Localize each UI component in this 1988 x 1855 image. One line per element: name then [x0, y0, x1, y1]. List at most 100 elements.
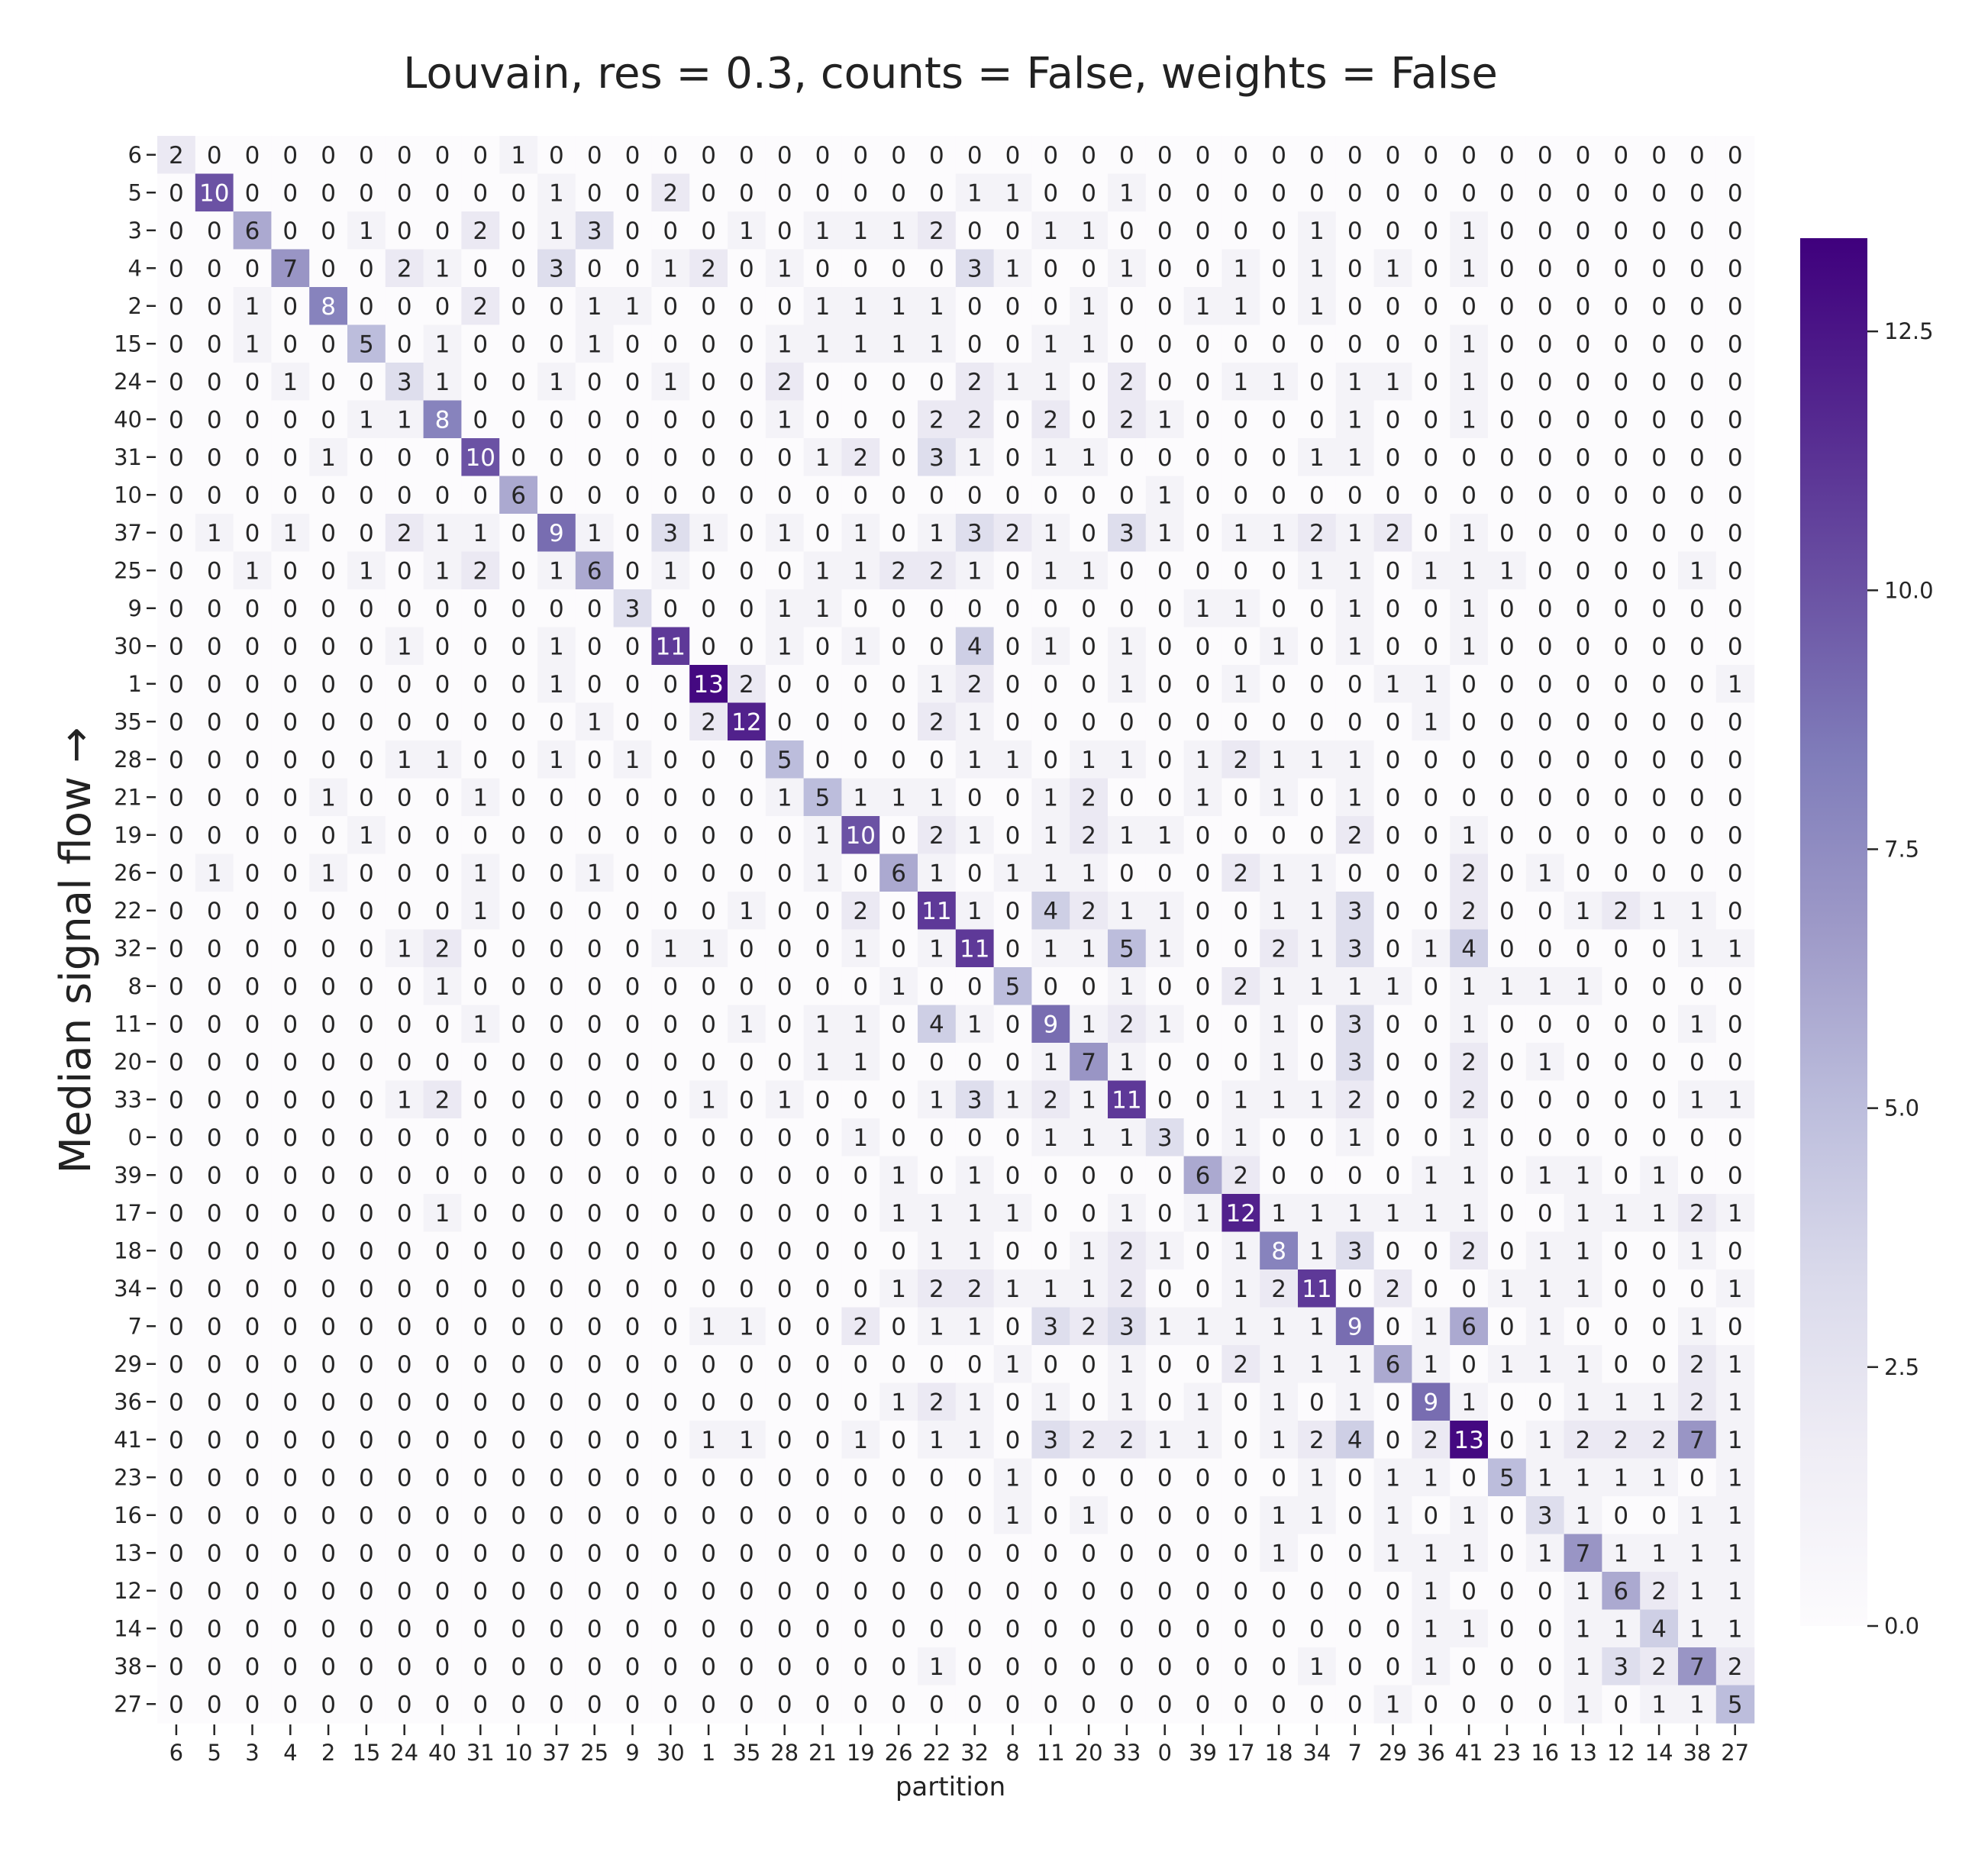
cell-value-label: 0 — [169, 1276, 184, 1303]
cell-value-label: 2 — [929, 1276, 944, 1303]
heatmap-cell — [651, 363, 690, 402]
heatmap-cell — [1450, 287, 1489, 326]
cell-value-label: 1 — [549, 218, 564, 245]
cell-value-label: 0 — [169, 633, 184, 660]
heatmap-cell — [1640, 249, 1679, 288]
cell-value-label: 0 — [549, 1200, 564, 1228]
cell-value-label: 1 — [1347, 973, 1363, 1001]
heatmap-cell — [918, 551, 957, 590]
cell-value-label: 0 — [701, 1011, 716, 1038]
colorbar-tick-label: 10.0 — [1884, 577, 1934, 603]
x-tick-label: 26 — [885, 1740, 913, 1766]
heatmap-cell — [993, 816, 1032, 855]
cell-value-label: 0 — [1043, 708, 1058, 736]
heatmap-cell — [1678, 778, 1717, 817]
cell-value-label: 0 — [1728, 293, 1743, 321]
cell-value-label: 1 — [1271, 898, 1286, 925]
heatmap-cell — [233, 627, 272, 666]
cell-value-label: 0 — [282, 1200, 298, 1228]
heatmap-cell — [1412, 438, 1451, 477]
cell-value-label: 0 — [625, 1200, 641, 1228]
cell-value-label: 0 — [1613, 1313, 1628, 1340]
heatmap-cell — [309, 136, 348, 175]
cell-value-label: 2 — [1423, 1427, 1438, 1454]
heatmap-cell — [879, 363, 918, 402]
heatmap-cell — [461, 249, 500, 288]
cell-value-label: 7 — [1081, 1049, 1096, 1076]
cell-value-label: 0 — [169, 1049, 184, 1076]
cell-value-label: 0 — [929, 973, 944, 1001]
y-tick-label: 16 — [114, 1502, 142, 1528]
cell-value-label: 0 — [777, 671, 792, 698]
cell-value-label: 0 — [321, 1502, 336, 1530]
cell-value-label: 0 — [967, 331, 983, 358]
cell-value-label: 0 — [207, 255, 222, 282]
cell-value-label: 1 — [1728, 1578, 1743, 1605]
cell-value-label: 0 — [777, 1653, 792, 1681]
cell-value-label: 0 — [739, 520, 754, 547]
heatmap-cell — [918, 324, 957, 363]
cell-value-label: 0 — [1347, 331, 1363, 358]
cell-value-label: 0 — [1613, 179, 1628, 207]
cell-value-label: 0 — [1005, 557, 1021, 585]
heatmap-cell — [1373, 211, 1412, 250]
cell-value-label: 0 — [701, 1049, 716, 1076]
cell-value-label: 0 — [663, 406, 678, 434]
heatmap-cell — [1031, 438, 1070, 477]
cell-value-label: 12 — [731, 708, 761, 736]
cell-value-label: 0 — [1499, 142, 1515, 169]
cell-value-label: 0 — [853, 1540, 868, 1567]
heatmap-cell — [1070, 173, 1109, 212]
cell-value-label: 0 — [777, 293, 792, 321]
cell-value-label: 1 — [1005, 1351, 1021, 1379]
cell-value-label: 0 — [359, 973, 374, 1001]
heatmap-cell — [918, 816, 957, 855]
cell-value-label: 0 — [207, 1313, 222, 1340]
cell-value-label: 1 — [1157, 935, 1173, 963]
heatmap-cell — [347, 173, 386, 212]
cell-value-label: 0 — [739, 293, 754, 321]
cell-value-label: 2 — [1119, 406, 1134, 434]
heatmap-cell — [347, 740, 386, 779]
x-tick-label: 19 — [847, 1740, 875, 1766]
cell-value-label: 0 — [739, 1502, 754, 1530]
cell-value-label: 2 — [1728, 1653, 1743, 1681]
cell-value-label: 0 — [359, 671, 374, 698]
cell-value-label: 0 — [587, 1464, 602, 1492]
heatmap-cell — [195, 324, 234, 363]
cell-value-label: 1 — [1728, 1464, 1743, 1492]
x-tick-label: 25 — [580, 1740, 608, 1766]
cell-value-label: 0 — [1196, 860, 1211, 887]
cell-value-label: 0 — [891, 1615, 906, 1643]
heatmap-cell — [1108, 551, 1147, 590]
cell-value-label: 0 — [282, 1464, 298, 1492]
cell-value-label: 0 — [1005, 1615, 1021, 1643]
cell-value-label: 0 — [511, 1427, 526, 1454]
cell-value-label: 1 — [1043, 935, 1058, 963]
cell-value-label: 0 — [1157, 293, 1173, 321]
heatmap-cell — [1373, 816, 1412, 855]
cell-value-label: 0 — [739, 1691, 754, 1718]
cell-value-label: 1 — [1538, 1540, 1553, 1567]
heatmap-cell — [1525, 665, 1565, 704]
cell-value-label: 4 — [1651, 1615, 1667, 1643]
heatmap-cell — [1222, 816, 1260, 855]
cell-value-label: 0 — [397, 1427, 412, 1454]
cell-value-label: 0 — [967, 142, 983, 169]
heatmap-cell — [1298, 400, 1337, 439]
heatmap-cell — [1335, 778, 1375, 817]
heatmap-cell — [1183, 702, 1222, 741]
cell-value-label: 1 — [739, 218, 754, 245]
cell-value-label: 0 — [625, 1653, 641, 1681]
cell-value-label: 0 — [1423, 784, 1438, 811]
cell-value-label: 0 — [359, 142, 374, 169]
cell-value-label: 0 — [967, 1691, 983, 1718]
cell-value-label: 0 — [1081, 1653, 1096, 1681]
cell-value-label: 0 — [853, 1162, 868, 1189]
cell-value-label: 0 — [549, 1162, 564, 1189]
cell-value-label: 0 — [1728, 444, 1743, 472]
cell-value-label: 0 — [815, 1237, 831, 1265]
cell-value-label: 0 — [853, 1691, 868, 1718]
heatmap-cell — [841, 287, 880, 326]
cell-value-label: 0 — [245, 369, 260, 396]
